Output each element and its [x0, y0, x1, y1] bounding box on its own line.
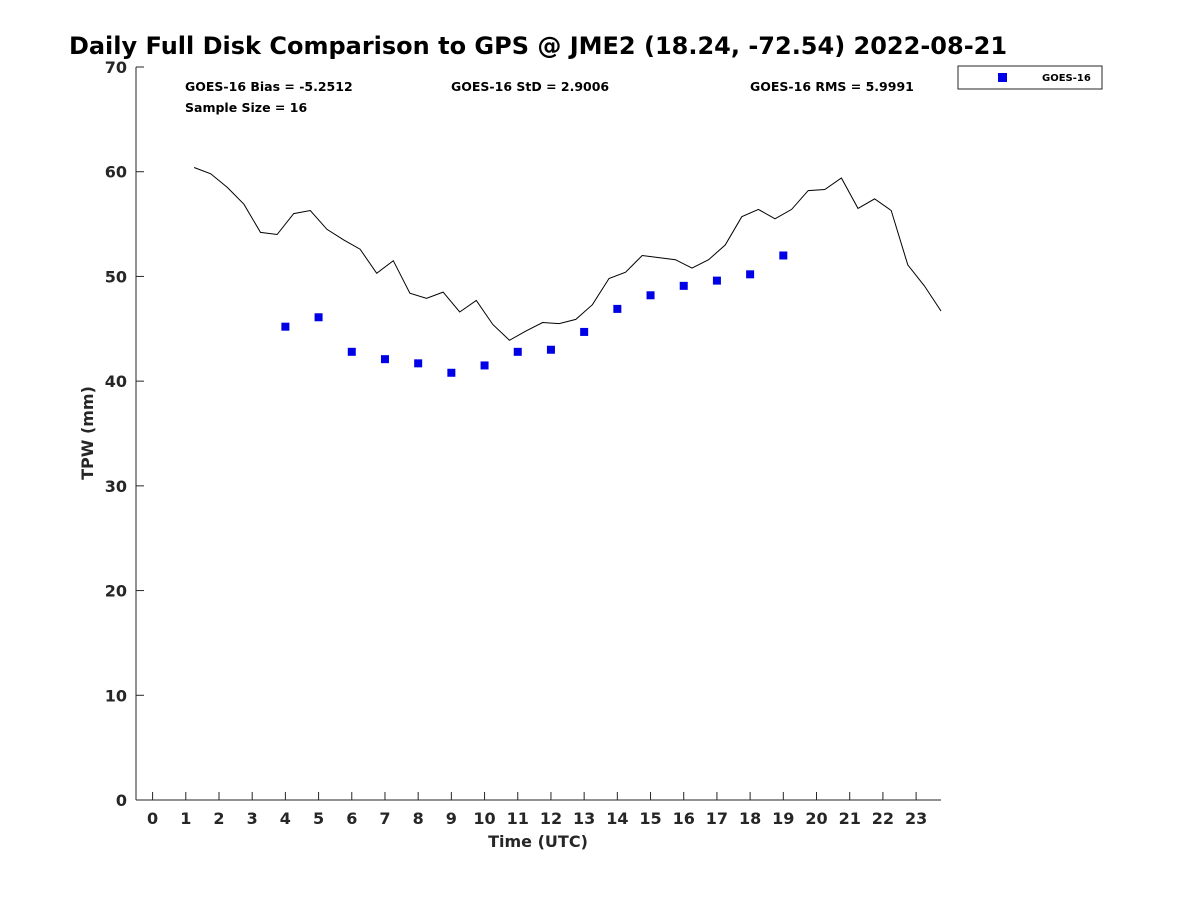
- y-tick-label: 30: [105, 477, 127, 496]
- x-tick-label: 2: [213, 809, 224, 828]
- legend-marker-goes-16: [998, 73, 1007, 82]
- y-tick-label: 50: [105, 267, 127, 286]
- x-tick-label: 16: [673, 809, 695, 828]
- x-tick-label: 19: [772, 809, 794, 828]
- x-tick-label: 18: [739, 809, 761, 828]
- goes-16-point: [414, 359, 423, 368]
- gps-tpw-line: [193, 167, 942, 341]
- legend: GOES-16: [957, 65, 1103, 90]
- x-tick-label: 17: [706, 809, 728, 828]
- x-tick-label: 21: [839, 809, 861, 828]
- gps-line-layer: [193, 167, 942, 341]
- goes-16-point: [380, 355, 389, 364]
- plot-axes: [135, 67, 941, 801]
- y-tick-label: 10: [105, 686, 127, 705]
- goes-16-point: [480, 361, 489, 370]
- goes-16-point: [746, 270, 755, 279]
- goes-16-point: [646, 291, 655, 300]
- x-tick-label: 10: [473, 809, 495, 828]
- x-tick-label: 0: [147, 809, 158, 828]
- stat-sample-size: Sample Size = 16: [185, 100, 307, 115]
- x-axis-label: Time (UTC): [488, 832, 588, 851]
- legend-box: [957, 65, 1103, 90]
- goes-16-point: [513, 347, 522, 356]
- y-tick-label: 20: [105, 582, 127, 601]
- goes-16-point: [314, 313, 323, 322]
- goes-16-point: [546, 345, 555, 354]
- y-tick-label: 60: [105, 163, 127, 182]
- goes-16-point: [779, 251, 788, 260]
- x-tick-label: 22: [872, 809, 894, 828]
- y-ticks: 0 10 20 30 40 50 60 70: [105, 58, 144, 810]
- goes-16-point: [613, 304, 622, 313]
- x-tick-label: 8: [413, 809, 424, 828]
- x-tick-label: 6: [346, 809, 357, 828]
- chart-title: Daily Full Disk Comparison to GPS @ JME2…: [69, 32, 1007, 60]
- goes-16-point: [447, 368, 456, 377]
- goes-16-points-layer: [281, 251, 788, 377]
- x-tick-label: 12: [540, 809, 562, 828]
- x-tick-label: 4: [280, 809, 291, 828]
- stat-std: GOES-16 StD = 2.9006: [451, 79, 609, 94]
- y-tick-label: 70: [105, 58, 127, 77]
- x-ticks: 0 1 2 3 4 5 6 7 8 9 10 11 12 13 14 15 16 17 18 19 20 21 22 23: [147, 792, 927, 828]
- x-tick-label: 13: [573, 809, 595, 828]
- x-tick-label: 20: [805, 809, 827, 828]
- goes-16-point: [679, 281, 688, 290]
- x-tick-label: 11: [507, 809, 529, 828]
- goes-16-point: [712, 276, 721, 285]
- stat-bias: GOES-16 Bias = -5.2512: [185, 79, 353, 94]
- x-tick-label: 1: [180, 809, 191, 828]
- x-tick-label: 14: [606, 809, 628, 828]
- stat-rms: GOES-16 RMS = 5.9991: [750, 79, 914, 94]
- goes-16-point: [281, 322, 290, 331]
- y-axis-label: TPW (mm): [78, 386, 97, 480]
- legend-label-goes-16: GOES-16: [1042, 73, 1091, 84]
- x-tick-label: 7: [379, 809, 390, 828]
- x-tick-label: 9: [446, 809, 457, 828]
- x-tick-label: 5: [313, 809, 324, 828]
- goes-16-point: [347, 347, 356, 356]
- x-tick-label: 23: [905, 809, 927, 828]
- x-tick-label: 15: [639, 809, 661, 828]
- goes-16-point: [580, 327, 589, 336]
- x-tick-label: 3: [247, 809, 258, 828]
- y-tick-label: 0: [116, 791, 127, 810]
- y-tick-label: 40: [105, 372, 127, 391]
